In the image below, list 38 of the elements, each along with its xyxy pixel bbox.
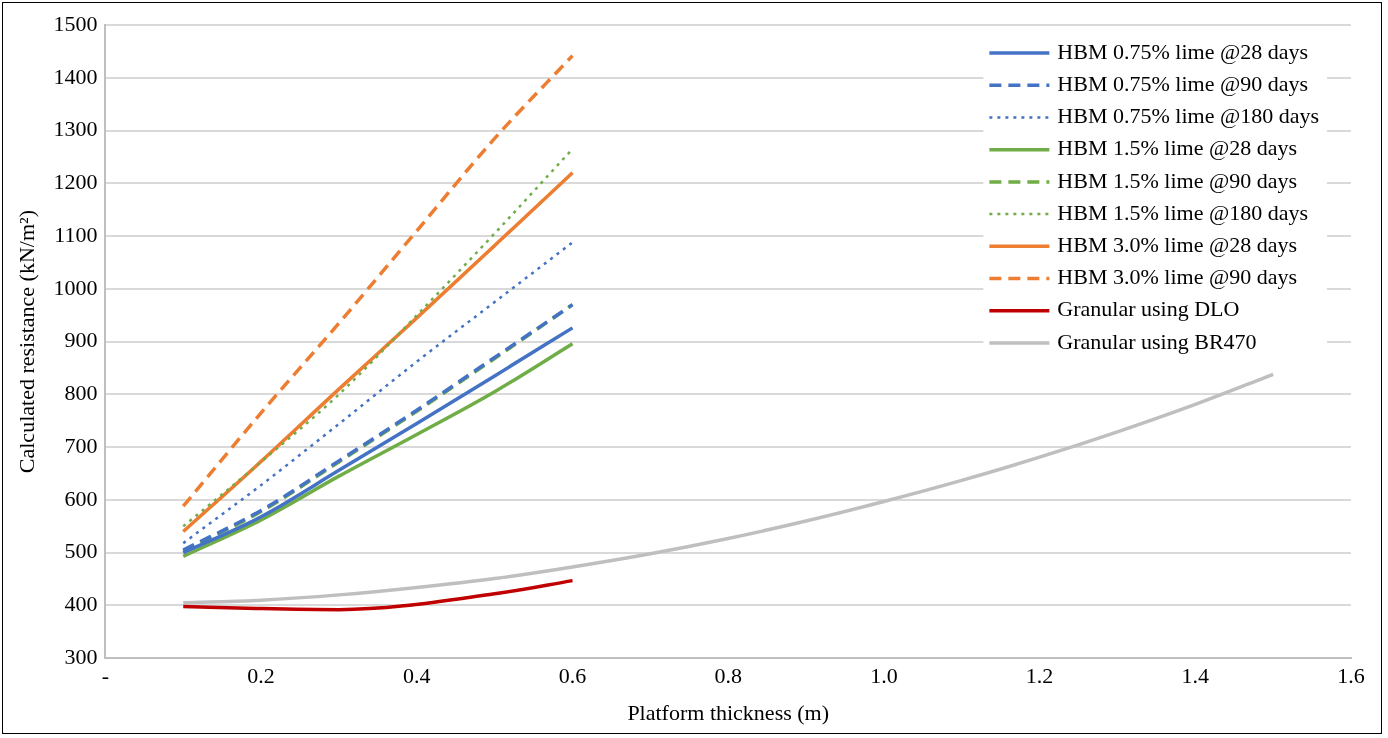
legend-label: HBM 3.0% lime @28 days [1057,232,1297,258]
line-series [182,241,574,545]
legend-label: HBM 1.5% lime @180 days [1057,199,1308,225]
x-axis-title: Platform thickness (m) [627,699,830,725]
x-tick-label: 0.2 [247,663,275,689]
y-tick-label: 600 [64,485,98,511]
x-tick-label: 1.4 [1181,663,1210,689]
legend-label: HBM 1.5% lime @90 days [1057,167,1297,193]
x-tick-label: 0.4 [403,663,431,689]
x-tick-label: 1.6 [1337,663,1365,689]
y-tick-label: 300 [64,643,98,669]
y-tick-label: 800 [64,380,98,406]
legend-label: HBM 3.0% lime @90 days [1057,264,1297,290]
legend-label: HBM 0.75% lime @180 days [1057,103,1319,129]
y-tick-label: 1300 [53,116,98,142]
y-tick-label: 1500 [53,10,98,36]
legend-label: HBM 1.5% lime @28 days [1057,135,1297,161]
y-tick-label: 1100 [54,221,98,247]
y-tick-label: 1400 [53,63,98,89]
y-tick-label: 900 [64,327,98,353]
x-tick-label: 1.0 [870,663,898,689]
legend-label: Granular using BR470 [1057,328,1257,354]
x-tick-label: 1.2 [1025,663,1054,689]
y-tick-label: 400 [64,591,98,617]
x-tick-label: 0.8 [714,663,742,689]
line-series [181,53,575,508]
y-tick-label: 1200 [53,169,98,195]
legend-label: HBM 0.75% lime @28 days [1057,38,1308,64]
x-tick-label: - [101,663,110,689]
legend-label: Granular using DLO [1057,296,1240,322]
legend-label: HBM 0.75% lime @90 days [1057,71,1308,97]
y-tick-label: 500 [64,538,98,564]
y-tick-label: 1000 [53,274,98,300]
line-series [181,372,1275,605]
y-axis-title: Calculated resistance (kN/m²) [13,210,39,474]
y-tick-label: 700 [64,432,98,458]
line-series [181,578,575,612]
x-tick-label: 0.6 [558,663,587,689]
